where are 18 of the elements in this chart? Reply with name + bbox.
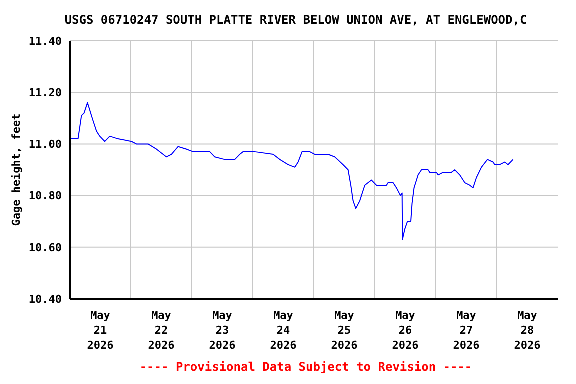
x-tick-label: May 21 2026 <box>87 309 114 352</box>
x-tick-label: May 22 2026 <box>148 309 176 352</box>
chart-title: USGS 06710247 SOUTH PLATTE RIVER BELOW UNION AVE, AT ENGLEWOOD,C <box>64 13 528 27</box>
y-tick-label: 11.20 <box>28 86 62 100</box>
x-tick-label: May 23 2026 <box>209 309 236 352</box>
x-tick-label: May 24 2026 <box>270 309 298 352</box>
y-axis-title: Gage height, feet <box>10 114 23 226</box>
y-tick-label: 10.80 <box>28 190 62 203</box>
y-tick-label: 10.40 <box>28 292 62 306</box>
x-tick-label: May 27 2026 <box>453 309 480 352</box>
line-series <box>70 102 514 240</box>
y-tick-label: 10.60 <box>28 241 62 254</box>
x-tick-label: May 28 2026 <box>514 309 542 352</box>
y-tick-label: 11.00 <box>28 138 62 152</box>
y-tick-label: 11.40 <box>28 34 62 48</box>
x-tick-label: May 25 2026 <box>331 309 358 352</box>
x-tick-label: May 26 2026 <box>392 309 420 352</box>
text: ---- Provisional Data Subject to Revision ---- <box>138 360 474 374</box>
